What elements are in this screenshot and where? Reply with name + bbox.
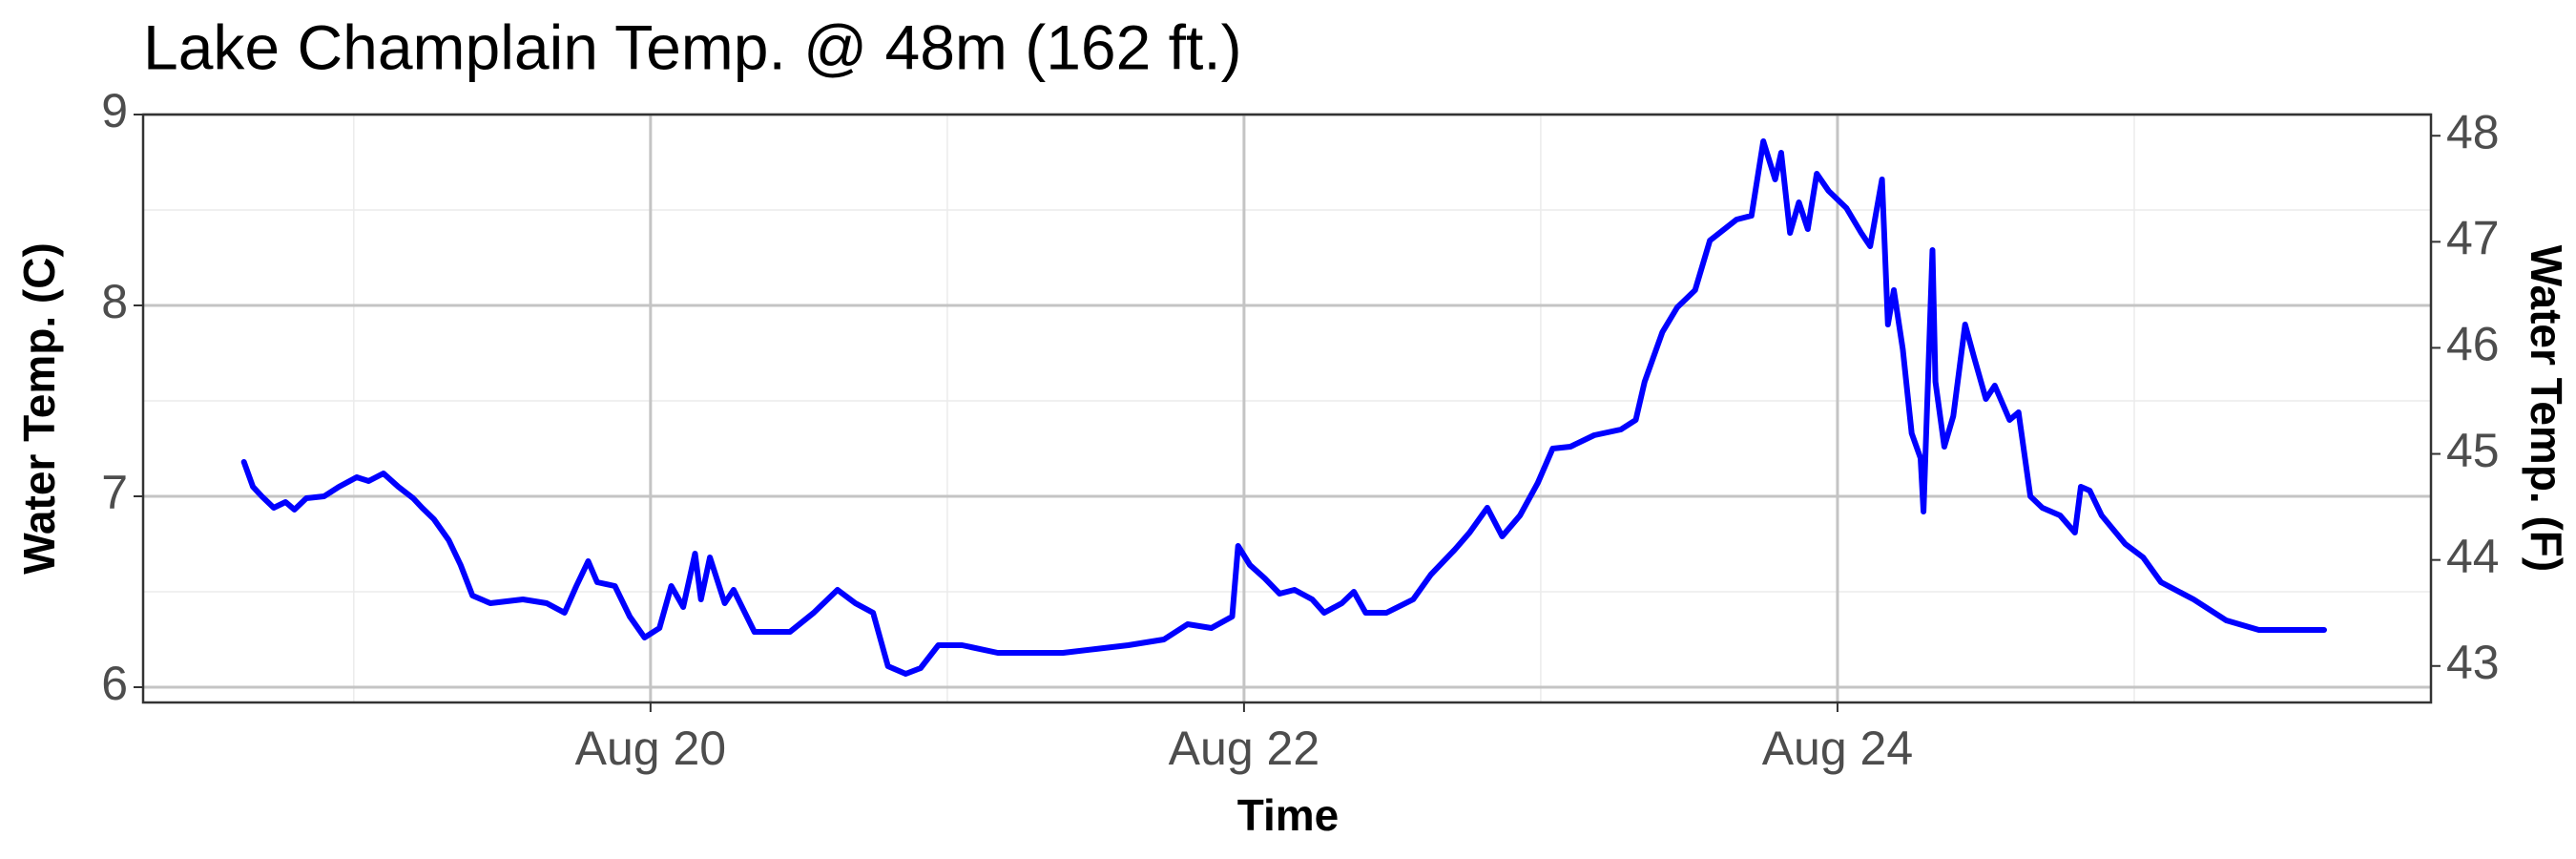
y-tick-label: 9	[101, 84, 128, 137]
y-tick-label: 7	[101, 466, 128, 519]
y-tick-label: 6	[101, 657, 128, 710]
y-tick-label: 8	[101, 275, 128, 328]
plot-border	[141, 113, 2433, 704]
y2-tick-label: 47	[2446, 212, 2500, 265]
x-tick-label: Aug 22	[1169, 722, 1319, 775]
x-tick-label: Aug 20	[575, 722, 726, 775]
y2-tick-label: 44	[2446, 530, 2500, 583]
y2-tick-label: 48	[2446, 105, 2500, 158]
y2-tick-label: 45	[2446, 424, 2500, 477]
y2-tick-label: 46	[2446, 318, 2500, 371]
y2-tick-label: 43	[2446, 636, 2500, 689]
x-axis-title: Time	[1237, 790, 1340, 840]
y-axis-title: Water Temp. (C)	[14, 242, 64, 575]
x-tick-label: Aug 24	[1762, 722, 1913, 775]
temperature-line	[240, 138, 2327, 677]
y2-axis-title: Water Temp. (F)	[2522, 245, 2571, 572]
chart-title: Lake Champlain Temp. @ 48m (162 ft.)	[143, 11, 1242, 82]
